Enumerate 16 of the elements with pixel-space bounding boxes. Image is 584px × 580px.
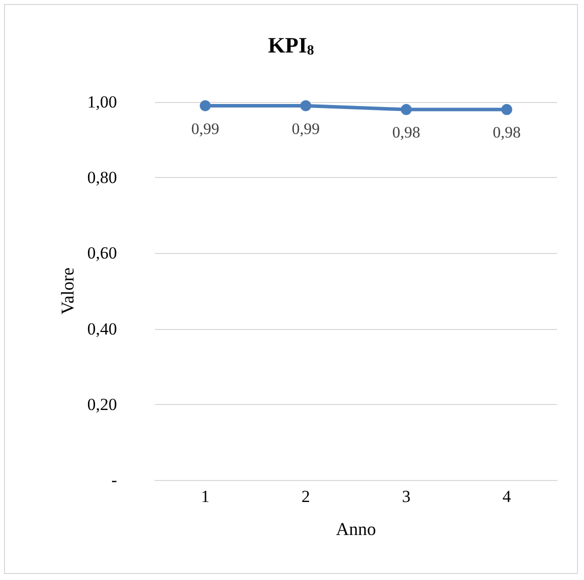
y-tick-label: 1,00	[87, 92, 117, 112]
data-label: 0,99	[292, 120, 320, 138]
y-tick-label: 0,40	[87, 319, 117, 338]
y-tick-label: 0,80	[87, 168, 117, 188]
y-tick-label: 0,60	[87, 244, 117, 263]
y-tick-label: 0,20	[87, 394, 117, 414]
y-tick-label: -	[111, 470, 118, 490]
x-axis-title: Anno	[336, 519, 376, 539]
data-label: 0,99	[191, 120, 220, 138]
x-tick-label: 4	[502, 487, 512, 506]
data-label: 0,98	[392, 124, 420, 142]
x-tick-label: 3	[402, 487, 410, 506]
data-label: 0,98	[492, 124, 521, 142]
x-tick-label: 2	[302, 487, 310, 506]
x-tick-label: 1	[201, 487, 210, 506]
y-axis-title: Valore	[57, 268, 78, 314]
